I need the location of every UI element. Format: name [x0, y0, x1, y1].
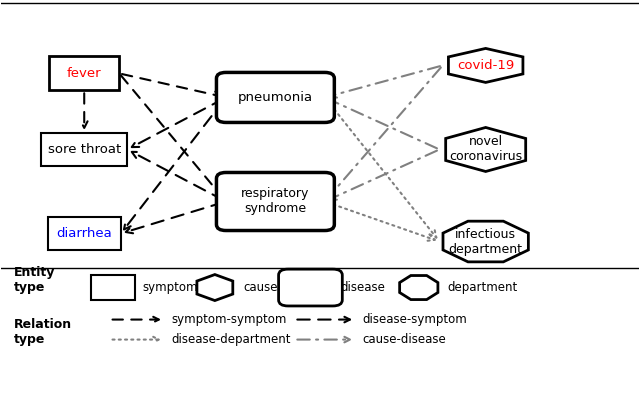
- Polygon shape: [443, 221, 529, 262]
- Text: Relation
type: Relation type: [14, 318, 72, 345]
- Text: fever: fever: [67, 67, 102, 80]
- Text: department: department: [447, 281, 517, 294]
- FancyBboxPatch shape: [41, 133, 127, 166]
- FancyBboxPatch shape: [49, 56, 119, 90]
- Polygon shape: [197, 274, 233, 301]
- Text: Entity
type: Entity type: [14, 266, 56, 293]
- Text: disease: disease: [340, 281, 385, 294]
- FancyBboxPatch shape: [278, 269, 342, 306]
- Text: symptom-symptom: symptom-symptom: [172, 313, 287, 326]
- Text: sore throat: sore throat: [47, 143, 121, 156]
- Text: disease-symptom: disease-symptom: [363, 313, 467, 326]
- FancyBboxPatch shape: [91, 275, 135, 300]
- Text: respiratory
syndrome: respiratory syndrome: [241, 187, 310, 216]
- Text: cause-disease: cause-disease: [363, 333, 447, 346]
- Text: disease-department: disease-department: [172, 333, 291, 346]
- FancyBboxPatch shape: [216, 73, 334, 123]
- Polygon shape: [445, 127, 525, 172]
- Polygon shape: [399, 276, 438, 299]
- FancyBboxPatch shape: [47, 217, 121, 250]
- Text: novel
coronavirus: novel coronavirus: [449, 135, 522, 164]
- Text: symptom: symptom: [143, 281, 198, 294]
- Text: covid-19: covid-19: [457, 59, 515, 72]
- Polygon shape: [449, 48, 523, 83]
- Text: diarrhea: diarrhea: [56, 227, 112, 240]
- Text: infectious
department: infectious department: [449, 228, 523, 256]
- Text: cause: cause: [243, 281, 278, 294]
- FancyBboxPatch shape: [216, 172, 334, 231]
- Text: pneumonia: pneumonia: [238, 91, 313, 104]
